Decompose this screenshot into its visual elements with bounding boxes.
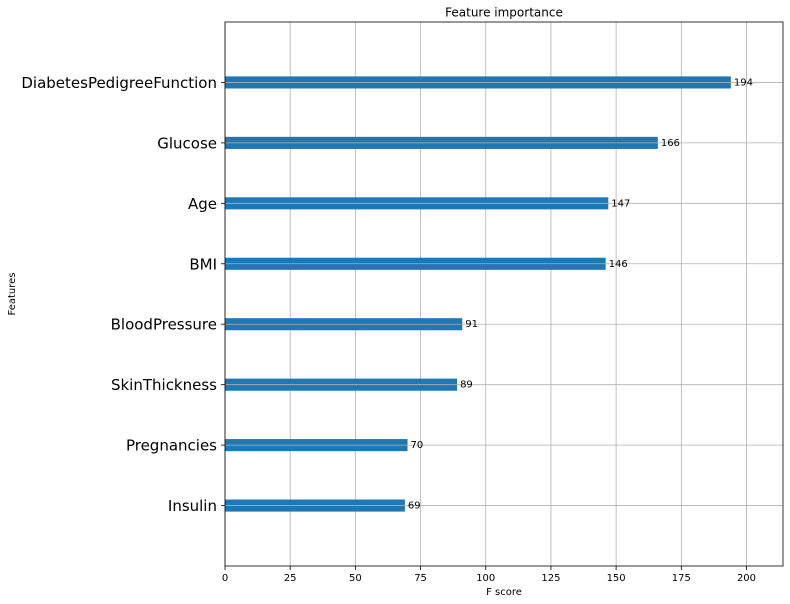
x-tick-label: 75 (414, 573, 427, 584)
value-label: 146 (609, 259, 628, 270)
y-tick-label: Insulin (168, 497, 217, 515)
value-label: 166 (661, 138, 680, 149)
value-label: 147 (611, 198, 630, 209)
x-tick-label: 0 (222, 573, 228, 584)
y-tick-label: Glucose (157, 134, 217, 152)
y-tick-label: SkinThickness (111, 376, 217, 394)
x-tick-label: 150 (607, 573, 626, 584)
y-tick-label: DiabetesPedigreeFunction (21, 74, 217, 92)
plot-frame (224, 21, 784, 567)
value-label: 194 (734, 77, 753, 88)
value-label: 89 (460, 380, 473, 391)
x-tick-label: 125 (541, 573, 560, 584)
chart-title: Feature importance (445, 6, 563, 20)
y-axis-label: Features (7, 273, 18, 316)
x-tick-label: 25 (284, 573, 297, 584)
x-tick-label: 50 (349, 573, 362, 584)
value-label: 91 (465, 319, 478, 330)
value-label: 70 (411, 440, 424, 451)
y-tick-label: BMI (189, 255, 217, 273)
y-tick-label: BloodPressure (111, 316, 217, 334)
x-tick-label: 100 (476, 573, 495, 584)
y-tick-label: Age (188, 195, 217, 213)
y-tick-label: Pregnancies (126, 437, 217, 455)
x-axis-label: F score (486, 587, 522, 598)
value-label: 69 (408, 501, 421, 512)
x-tick-label: 175 (672, 573, 691, 584)
x-tick-label: 200 (737, 573, 756, 584)
